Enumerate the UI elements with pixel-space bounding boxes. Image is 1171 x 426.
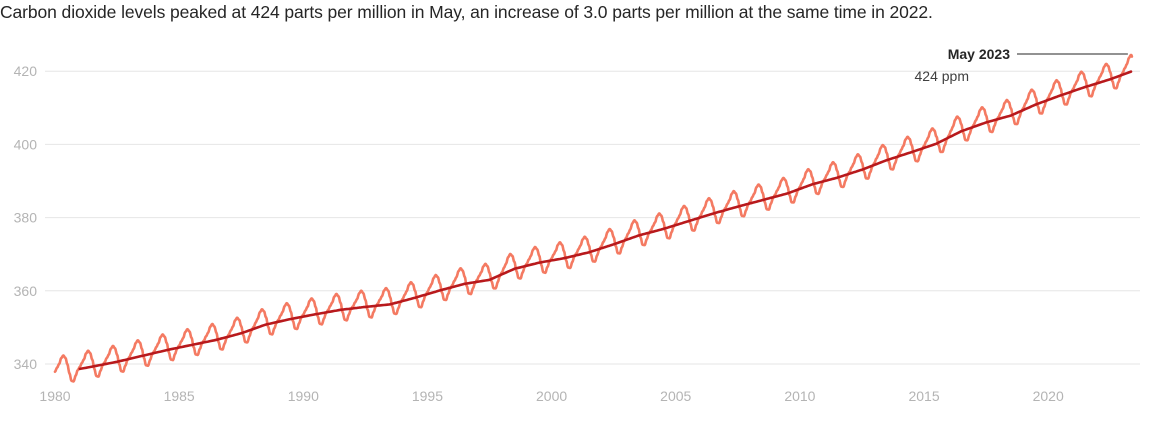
x-tick-label: 1985	[164, 388, 195, 404]
y-axis-ticks: 340 360 380 400 420	[14, 63, 38, 372]
x-tick-label: 1980	[39, 388, 70, 404]
x-tick-label: 2010	[784, 388, 815, 404]
x-tick-label: 2015	[908, 388, 939, 404]
x-tick-label: 1990	[288, 388, 319, 404]
y-tick-label: 340	[14, 356, 38, 372]
y-tick-label: 360	[14, 283, 38, 299]
y-tick-label: 420	[14, 63, 38, 79]
x-tick-label: 2020	[1033, 388, 1064, 404]
y-tick-label: 400	[14, 136, 38, 152]
annotation-value: 424 ppm	[915, 68, 969, 84]
x-tick-label: 1995	[412, 388, 443, 404]
gridlines	[45, 70, 1140, 365]
x-tick-label: 2005	[660, 388, 691, 404]
trend-co2-line	[78, 70, 1133, 371]
chart-headline: Carbon dioxide levels peaked at 424 part…	[0, 2, 933, 22]
y-tick-label: 380	[14, 210, 38, 226]
monthly-co2-line	[53, 53, 1134, 383]
annotation-date: May 2023	[948, 46, 1010, 62]
x-axis-ticks: 1980 1985 1990 1995 2000 2005 2010 2015 2020	[39, 388, 1064, 404]
x-tick-label: 2000	[536, 388, 567, 404]
